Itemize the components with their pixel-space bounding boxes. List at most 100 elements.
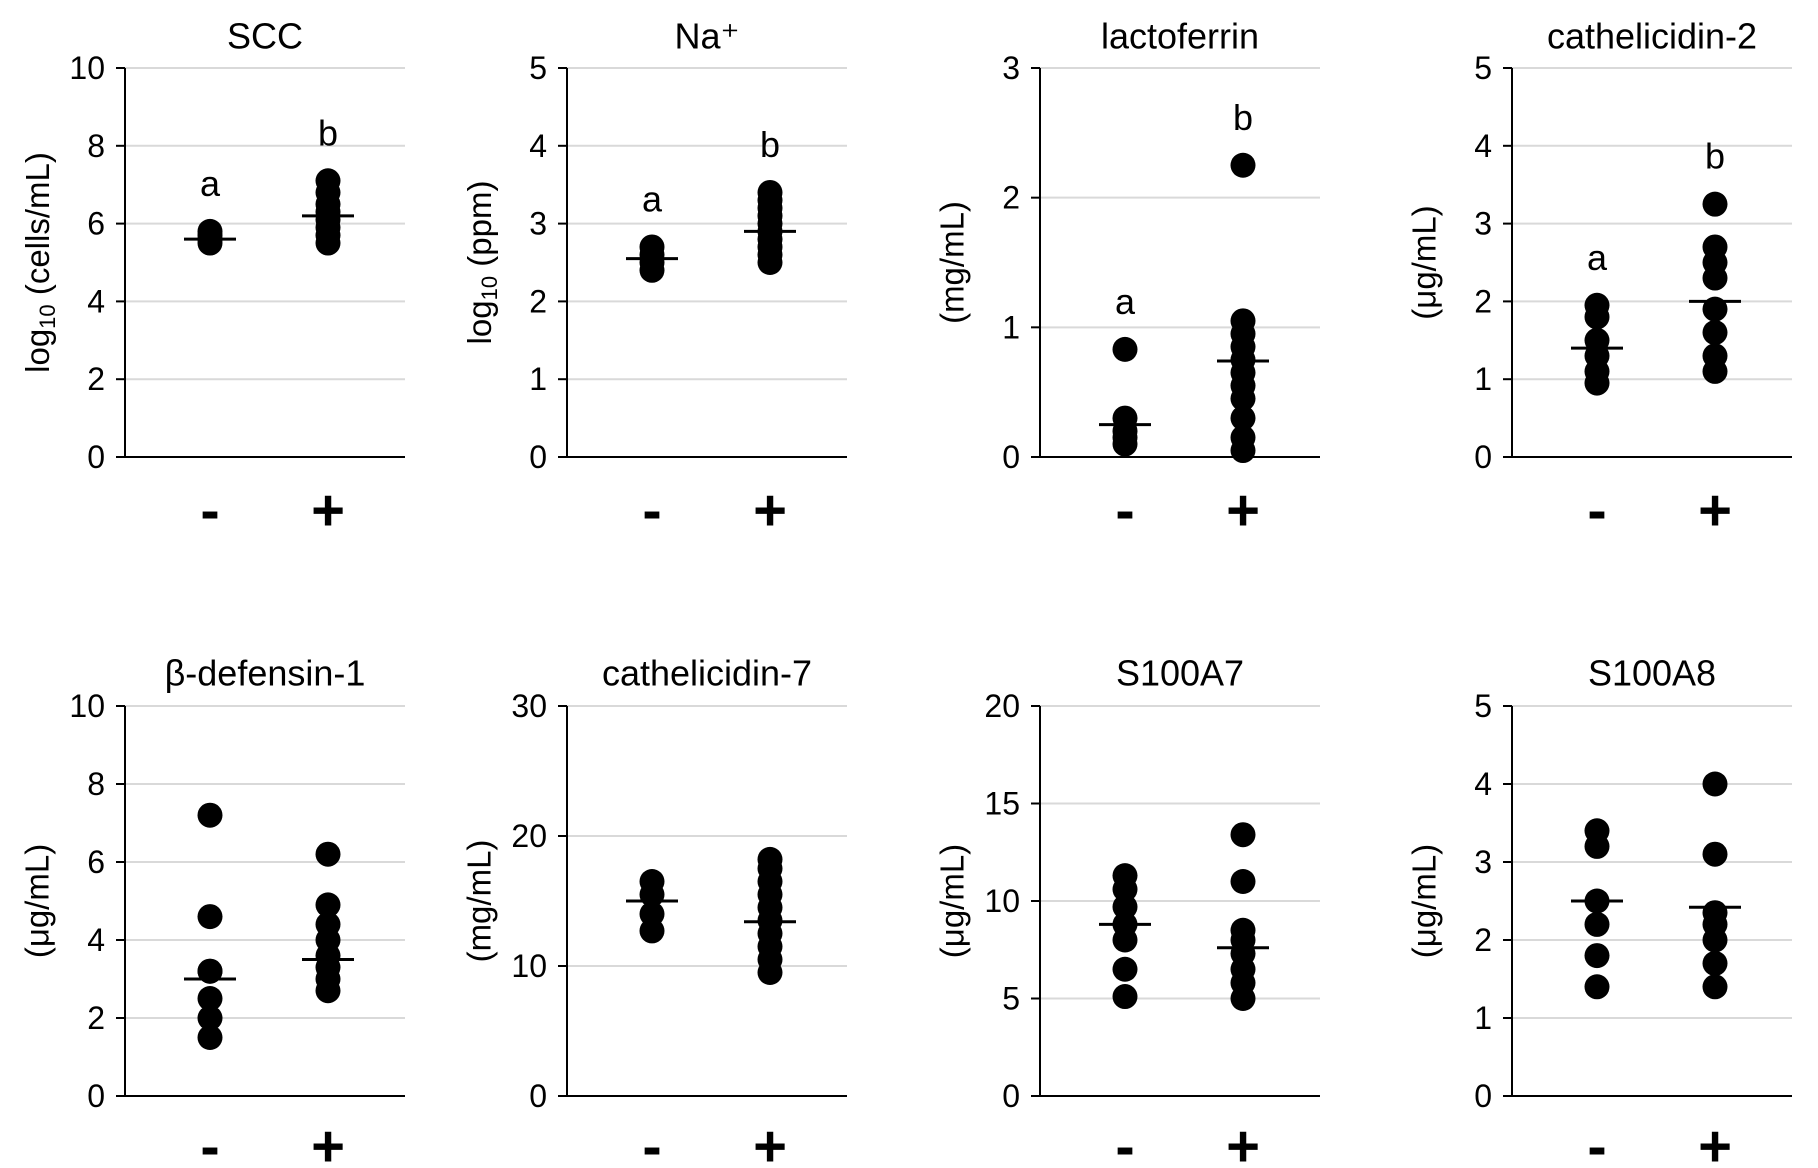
data-point	[1112, 336, 1138, 362]
data-point	[1112, 863, 1138, 889]
category-label: +	[1226, 1114, 1260, 1168]
y-tick-label: 1	[1474, 361, 1492, 397]
y-tick-label: 5	[1474, 688, 1492, 724]
panel-6: cathelicidin-7 0 10 20 30 (mg/mL) - +	[461, 653, 847, 1168]
panel-3: lactoferrin 0 1 2 3 (mg/mL) a - b +	[934, 16, 1320, 543]
panel-title: Na⁺	[674, 16, 739, 57]
category-label: -	[642, 1114, 661, 1168]
y-tick-label: 0	[1002, 439, 1020, 475]
significance-letter: b	[1233, 97, 1253, 138]
y-tick-label: 8	[87, 128, 105, 164]
y-tick-label: 5	[1002, 981, 1020, 1017]
data-point	[1702, 296, 1728, 322]
category-label: -	[1115, 478, 1134, 543]
data-point	[315, 892, 341, 918]
panel-title: lactoferrin	[1101, 16, 1259, 57]
data-point	[197, 1025, 223, 1050]
y-axis-label: (μg/mL)	[934, 844, 971, 958]
category-label: -	[200, 1114, 219, 1168]
significance-letter: b	[1705, 136, 1725, 177]
y-tick-label: 5	[1474, 50, 1492, 86]
panel-2: Na⁺ 0 1 2 3 4 5 log10 (ppm) a - b +	[461, 16, 847, 543]
data-point	[757, 846, 783, 872]
data-point	[639, 901, 665, 927]
y-tick-label: 0	[1474, 1078, 1492, 1114]
data-point	[1230, 822, 1256, 848]
y-tick-label: 2	[87, 361, 105, 397]
data-point	[1230, 425, 1256, 451]
data-point	[1230, 308, 1256, 334]
data-point	[315, 168, 341, 194]
y-tick-label: 2	[1474, 922, 1492, 958]
data-point	[1702, 343, 1728, 369]
category-label: +	[753, 478, 787, 543]
data-point	[197, 1005, 223, 1031]
data-point	[639, 869, 665, 894]
y-axis-label: (μg/mL)	[1406, 205, 1443, 319]
category-label: +	[311, 1114, 345, 1168]
panel-5: β-defensin-1 0 2 4 6 8 10 (μg/mL) - +	[19, 653, 405, 1168]
y-tick-label: 15	[984, 786, 1020, 822]
y-tick-label: 2	[87, 1000, 105, 1036]
data-point	[1584, 911, 1610, 937]
y-tick-label: 4	[1474, 128, 1492, 164]
panel-title: cathelicidin-7	[602, 653, 812, 694]
panel-title: β-defensin-1	[165, 653, 366, 694]
significance-letter: b	[760, 124, 780, 165]
data-point	[197, 958, 223, 984]
y-axis-label: (μg/mL)	[19, 844, 56, 958]
category-label: -	[1115, 1114, 1134, 1168]
data-point	[1584, 974, 1610, 1000]
data-point	[1112, 405, 1138, 431]
panel-1: SCC 0 2 4 6 8 10 log10 (cells/mL) a - b +	[19, 16, 405, 543]
data-point	[1702, 950, 1728, 976]
y-tick-label: 20	[984, 688, 1020, 724]
category-label: -	[642, 478, 661, 543]
y-tick-label: 0	[529, 439, 547, 475]
data-point	[1230, 869, 1256, 894]
category-label: -	[200, 478, 219, 543]
y-tick-label: 1	[529, 361, 547, 397]
data-point	[1702, 771, 1728, 797]
y-tick-label: 5	[529, 50, 547, 86]
panel-title: S100A7	[1116, 653, 1244, 694]
data-point	[1112, 984, 1138, 1010]
significance-letter: b	[318, 112, 338, 153]
data-point	[197, 802, 223, 828]
y-axis-label: log10 (cells/mL)	[19, 152, 60, 373]
y-axis-label: (μg/mL)	[1406, 844, 1443, 958]
category-label: -	[1587, 478, 1606, 543]
y-tick-label: 4	[1474, 766, 1492, 802]
y-tick-label: 4	[87, 283, 105, 319]
significance-letter: a	[642, 178, 663, 219]
significance-letter: a	[200, 163, 221, 204]
panel-title: SCC	[227, 16, 303, 57]
y-label-subscript: 10	[477, 276, 502, 300]
y-tick-label: 4	[529, 128, 547, 164]
y-tick-label: 3	[529, 206, 547, 242]
y-tick-label: 1	[1002, 309, 1020, 345]
category-label: +	[753, 1114, 787, 1168]
y-tick-label: 0	[87, 439, 105, 475]
panel-title: S100A8	[1588, 653, 1716, 694]
y-tick-label: 8	[87, 766, 105, 802]
category-label: +	[1698, 1114, 1732, 1168]
y-tick-label: 6	[87, 206, 105, 242]
y-tick-label: 10	[511, 948, 547, 984]
y-tick-label: 10	[69, 688, 105, 724]
panel-title: cathelicidin-2	[1547, 16, 1757, 57]
category-label: -	[1587, 1114, 1606, 1168]
data-point	[315, 911, 341, 937]
y-tick-label: 10	[69, 50, 105, 86]
data-point	[197, 904, 223, 930]
y-tick-label: 0	[87, 1078, 105, 1114]
data-point	[1230, 917, 1256, 943]
y-label-log: log	[461, 300, 498, 344]
y-label-unit: (cells/mL)	[19, 152, 56, 304]
y-axis-label: log10 (ppm)	[461, 181, 502, 345]
category-label: +	[1698, 478, 1732, 543]
category-label: +	[311, 478, 345, 543]
y-tick-label: 6	[87, 844, 105, 880]
y-axis-label: (mg/mL)	[461, 840, 498, 963]
